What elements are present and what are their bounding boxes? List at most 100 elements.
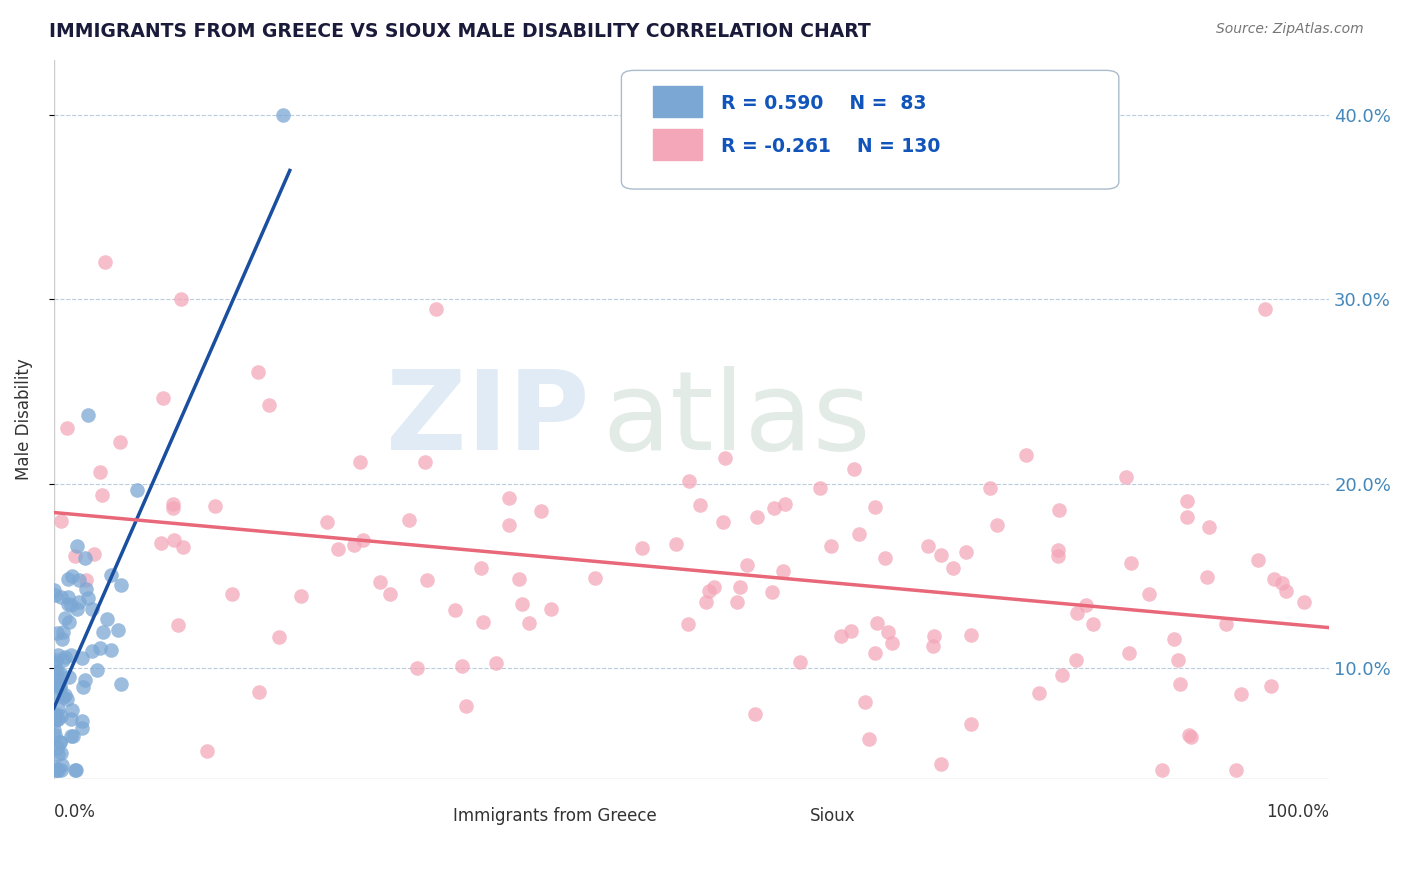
Point (170, 293, 193, 307)
Point (763, 501, 786, 516)
Point (67, 595, 90, 609)
Point (55, 421, 77, 435)
Point (863, 646, 886, 660)
Point (66, 539, 89, 553)
Point (80, 601, 103, 615)
Point (398, 512, 420, 526)
Point (789, 655, 811, 669)
Point (94, 255, 117, 269)
Point (979, 482, 1001, 496)
Point (747, 510, 769, 524)
Point (110, 677, 132, 691)
Point (728, 580, 751, 594)
Point (695, 595, 717, 609)
Point (711, 516, 734, 530)
Point (44, 583, 66, 598)
Text: atlas: atlas (602, 366, 870, 473)
Point (172, 540, 194, 554)
Point (96, 612, 118, 626)
Point (44, 713, 66, 727)
Text: 0.0%: 0.0% (53, 803, 96, 821)
Point (44, 708, 66, 723)
Y-axis label: Male Disability: Male Disability (15, 359, 32, 480)
FancyBboxPatch shape (621, 70, 1119, 189)
Point (955, 545, 977, 559)
Point (49, 735, 72, 749)
Point (83, 547, 105, 561)
Point (46, 712, 69, 726)
Point (873, 550, 896, 565)
Point (46, 626, 69, 640)
Text: ZIP: ZIP (387, 366, 589, 473)
Point (75, 582, 97, 596)
Point (415, 455, 437, 469)
Point (150, 536, 173, 550)
Point (1271, 576, 1294, 591)
Point (91, 625, 114, 640)
Point (45, 713, 67, 727)
Point (1115, 470, 1137, 484)
Point (929, 548, 952, 562)
Point (247, 685, 270, 699)
Point (924, 629, 946, 643)
Point (56, 572, 79, 586)
Text: Source: ZipAtlas.com: Source: ZipAtlas.com (1216, 22, 1364, 37)
Point (82, 644, 104, 658)
Point (1170, 677, 1192, 691)
Point (162, 501, 184, 516)
Point (72, 721, 94, 735)
Point (697, 584, 720, 599)
Point (221, 587, 243, 601)
Bar (775, 808, 803, 824)
Point (89, 465, 111, 479)
Point (204, 499, 226, 513)
Point (1150, 763, 1173, 777)
Point (44, 665, 66, 680)
Point (343, 538, 366, 552)
Text: Immigrants from Greece: Immigrants from Greece (453, 807, 657, 825)
Point (45, 653, 67, 667)
Point (63, 763, 86, 777)
Point (46, 688, 69, 702)
Point (471, 615, 494, 629)
Point (49, 681, 72, 696)
Point (60, 703, 83, 717)
Point (49, 763, 72, 777)
Point (48, 747, 70, 762)
Point (195, 744, 218, 758)
Point (842, 462, 865, 476)
Point (1028, 686, 1050, 700)
Point (163, 533, 186, 547)
Point (60, 598, 83, 612)
Point (848, 526, 870, 541)
Point (58, 670, 80, 684)
Point (152, 391, 174, 405)
Point (70, 714, 93, 728)
Point (470, 561, 492, 575)
Point (830, 629, 852, 643)
Point (773, 498, 796, 512)
Point (839, 624, 862, 639)
Point (352, 533, 374, 548)
Point (51, 708, 73, 723)
Point (44, 760, 66, 774)
Point (1066, 606, 1088, 620)
Point (1247, 553, 1270, 567)
Point (929, 757, 952, 772)
Point (273, 108, 295, 122)
Bar (654, 86, 702, 117)
Point (1180, 730, 1202, 744)
Point (808, 481, 831, 495)
Point (53, 650, 76, 665)
Point (316, 515, 339, 529)
Point (52, 690, 75, 704)
Point (820, 539, 842, 553)
Point (100, 567, 122, 582)
Point (110, 578, 132, 592)
Point (444, 603, 467, 617)
Point (1197, 569, 1219, 583)
Point (56, 590, 79, 604)
Point (72, 681, 94, 695)
Point (66, 602, 89, 616)
Text: R = -0.261    N = 130: R = -0.261 N = 130 (721, 137, 941, 156)
